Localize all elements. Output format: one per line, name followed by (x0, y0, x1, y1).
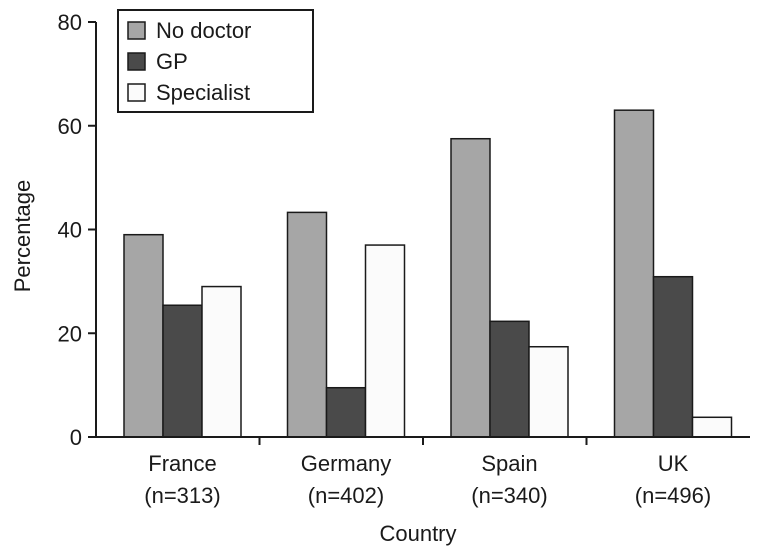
bars-group (123, 109, 733, 438)
legend-box (117, 9, 314, 113)
x-tick-label: France (148, 451, 216, 476)
x-labels-group: France (n=313) Germany (n=402) Spain (n=340) U… (144, 437, 711, 508)
bar-no-doctor-uk (613, 109, 655, 438)
y-ticks-group: 0 20 40 60 80 (58, 10, 96, 450)
legend: No doctor GP Specialist (117, 9, 314, 113)
legend-label: Specialist (156, 80, 250, 105)
bar-specialist-germany (364, 244, 406, 438)
legend-label: No doctor (156, 18, 251, 43)
bar-specialist-uk (691, 416, 733, 438)
x-tick-label: Germany (301, 451, 391, 476)
legend-label: GP (156, 49, 188, 74)
bar-gp-spain (489, 320, 530, 438)
x-tick-sublabel: (n=496) (635, 483, 711, 508)
legend-swatch (127, 83, 146, 102)
x-tick-sublabel: (n=402) (308, 483, 384, 508)
bar-specialist-spain (528, 345, 569, 438)
y-tick-label: 60 (58, 114, 82, 139)
bar-specialist-france (201, 285, 242, 438)
y-tick-label: 20 (58, 321, 82, 346)
y-tick-label: 40 (58, 218, 82, 243)
y-axis-title: Percentage (10, 180, 35, 293)
bar-no-doctor-germany (286, 211, 328, 438)
bar-gp-france (162, 304, 203, 438)
bar-no-doctor-spain (450, 137, 491, 438)
y-tick-label: 0 (70, 425, 82, 450)
x-tick-label: UK (658, 451, 689, 476)
bar-gp-uk (652, 275, 694, 438)
x-tick-sublabel: (n=313) (144, 483, 220, 508)
legend-swatch (127, 21, 146, 40)
x-axis-title: Country (379, 521, 456, 546)
y-tick-label: 80 (58, 10, 82, 35)
legend-swatch (127, 52, 146, 71)
bar-gp-germany (325, 386, 367, 438)
x-tick-sublabel: (n=340) (471, 483, 547, 508)
bar-no-doctor-france (123, 233, 164, 438)
x-tick-label: Spain (481, 451, 537, 476)
